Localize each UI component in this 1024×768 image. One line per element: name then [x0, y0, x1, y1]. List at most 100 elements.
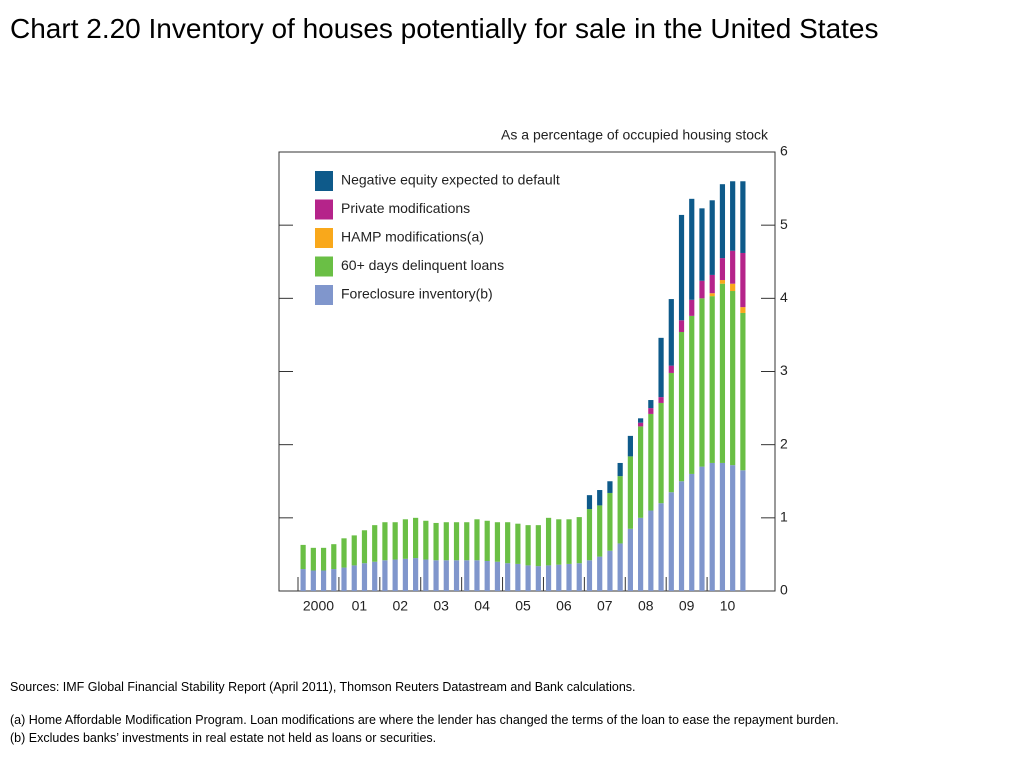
- bar-segment: [586, 509, 593, 561]
- bar-segment: [310, 570, 316, 591]
- bar-segment: [392, 559, 398, 591]
- bar-segment: [300, 569, 306, 591]
- y-tick-label: 4: [780, 289, 788, 305]
- bar-segment: [740, 252, 746, 308]
- bar-segment: [730, 250, 736, 284]
- bar-segment: [627, 435, 633, 457]
- bar-segment: [658, 397, 664, 403]
- bar-segment: [709, 462, 715, 591]
- legend-label: 60+ days delinquent loans: [341, 257, 504, 273]
- bar-segment: [658, 503, 664, 591]
- bar-segment: [719, 462, 726, 591]
- y-tick-label: 0: [780, 582, 788, 598]
- bar-segment: [638, 426, 644, 518]
- bar-segment: [423, 520, 429, 560]
- bar-segment: [617, 476, 623, 544]
- bar-segment: [515, 563, 521, 591]
- bar-segment: [730, 283, 736, 292]
- bar-segment: [740, 307, 746, 313]
- bar-segment: [658, 402, 664, 504]
- x-tick-label: 09: [679, 598, 695, 614]
- x-tick-label: 04: [474, 598, 490, 614]
- bar-segment: [576, 563, 582, 591]
- bar-segment: [730, 291, 736, 466]
- x-tick-label: 08: [638, 598, 654, 614]
- bar-segment: [617, 462, 623, 477]
- bar-segment: [413, 558, 419, 591]
- bar-segment: [607, 481, 613, 493]
- bar-segment: [443, 522, 449, 561]
- bar-segment: [597, 556, 603, 591]
- bar-segment: [341, 538, 347, 568]
- bar-segment: [535, 525, 541, 567]
- bar-segment: [627, 456, 633, 529]
- bar-segment: [719, 184, 726, 259]
- legend-label: Negative equity expected to default: [341, 172, 560, 188]
- bar-segment: [464, 560, 470, 591]
- bar-segment: [331, 569, 337, 591]
- bar-segment: [689, 198, 695, 300]
- y-tick-label: 2: [780, 435, 788, 451]
- bar-segment: [638, 517, 644, 591]
- bar-segment: [658, 337, 664, 398]
- bar-segment: [709, 293, 715, 297]
- y-axis-label: As a percentage of occupied housing stoc…: [501, 127, 769, 143]
- bar-segment: [699, 208, 705, 281]
- bar-segment: [730, 465, 736, 591]
- bar-segment: [505, 563, 511, 591]
- legend-label: Foreclosure inventory(b): [341, 286, 493, 302]
- bar-segment: [474, 519, 480, 561]
- bar-segment: [699, 466, 705, 591]
- bar-segment: [300, 544, 306, 570]
- bar-segment: [668, 365, 674, 373]
- bar-segment: [556, 564, 562, 591]
- bar-segment: [699, 298, 705, 467]
- bar-segment: [699, 280, 705, 299]
- bar-segment: [505, 522, 511, 564]
- bar-segment: [678, 331, 685, 482]
- bar-segment: [740, 312, 746, 471]
- bar-segment: [719, 280, 726, 284]
- bar-segment: [413, 517, 419, 559]
- bar-segment: [525, 525, 531, 566]
- y-tick-label: 5: [780, 216, 788, 232]
- bar-segment: [402, 558, 408, 591]
- legend-swatch: [315, 171, 333, 191]
- bar-segment: [423, 559, 429, 591]
- chart-title: Chart 2.20 Inventory of houses potential…: [10, 13, 879, 44]
- bar-segment: [433, 560, 439, 591]
- bar-segment: [648, 400, 654, 409]
- bar-segment: [464, 522, 470, 561]
- bar-segment: [627, 528, 633, 591]
- x-tick-label: 03: [433, 598, 449, 614]
- bar-segment: [515, 523, 521, 564]
- legend-swatch: [315, 228, 333, 248]
- bar-segment: [668, 492, 674, 591]
- bar-segment: [494, 522, 501, 562]
- bar-segment: [351, 565, 357, 591]
- bar-segment: [361, 530, 368, 564]
- bar-segment: [484, 561, 490, 591]
- x-tick-label: 2000: [303, 598, 334, 614]
- bar-segment: [402, 519, 408, 559]
- bar-segment: [689, 299, 695, 316]
- bar-segment: [310, 547, 316, 571]
- bar-segment: [638, 418, 644, 423]
- bar-segment: [382, 560, 388, 591]
- bar-segment: [678, 214, 685, 321]
- bar-segment: [648, 408, 654, 414]
- y-tick-label: 3: [780, 362, 788, 378]
- bar-segment: [484, 520, 490, 562]
- bar-segment: [678, 320, 685, 332]
- bar-segment: [341, 567, 347, 591]
- bar-segment: [556, 519, 562, 565]
- bar-segment: [709, 296, 715, 463]
- bar-segment: [372, 561, 378, 591]
- x-tick-label: 10: [720, 598, 736, 614]
- x-tick-label: 01: [352, 598, 368, 614]
- x-tick-label: 06: [556, 598, 572, 614]
- legend-label: Private modifications: [341, 200, 470, 216]
- legend-swatch: [315, 256, 333, 277]
- bar-segment: [453, 560, 460, 591]
